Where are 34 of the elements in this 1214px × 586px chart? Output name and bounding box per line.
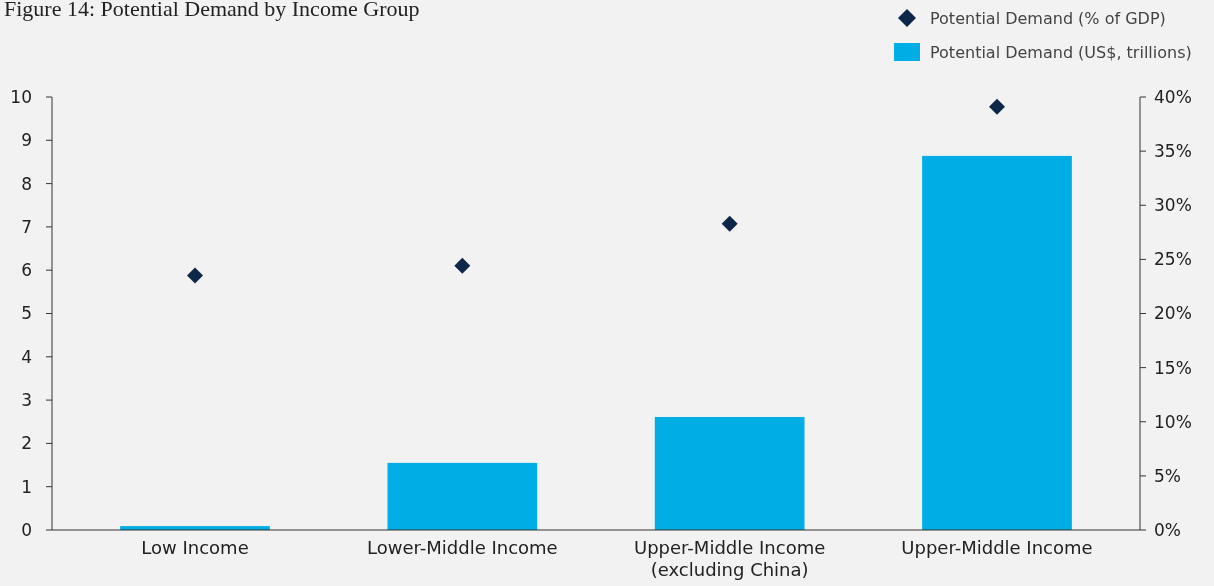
y-tick-label: 9 xyxy=(21,130,32,151)
chart-title: Figure 14: Potential Demand by Income Group xyxy=(4,0,420,21)
y-tick-label: 1 xyxy=(21,476,32,497)
y-tick-label: 6 xyxy=(21,260,32,281)
y-tick-label: 7 xyxy=(21,216,32,237)
legend-label: Potential Demand (US$, trillions) xyxy=(930,42,1192,62)
y2-tick-label: 10% xyxy=(1154,411,1192,432)
x-tick-label: Lower-Middle Income xyxy=(366,537,558,558)
point xyxy=(454,257,471,274)
point xyxy=(721,215,738,232)
y2-tick-label: 40% xyxy=(1154,86,1192,107)
y2-tick-label: 25% xyxy=(1154,249,1192,270)
point xyxy=(187,267,204,284)
y-tick-label: 0 xyxy=(21,519,32,540)
bar xyxy=(922,155,1072,530)
x-tick-label: Upper-Middle Income xyxy=(901,537,1093,558)
y2-tick-label: 20% xyxy=(1154,303,1192,324)
y2-tick-label: 35% xyxy=(1154,141,1192,162)
y-tick-label: 4 xyxy=(21,346,32,367)
y2-tick-label: 0% xyxy=(1154,519,1181,540)
y2-tick-label: 30% xyxy=(1154,195,1192,216)
legend-label: Potential Demand (% of GDP) xyxy=(930,8,1166,28)
point xyxy=(988,98,1005,115)
x-tick-label: Upper-Middle Income (excluding China) xyxy=(634,537,826,580)
y-tick-label: 10 xyxy=(10,86,32,107)
y-tick-label: 3 xyxy=(21,390,32,411)
y2-tick-label: 15% xyxy=(1154,357,1192,378)
bar xyxy=(387,462,538,530)
y-tick-label: 8 xyxy=(21,173,32,194)
x-tick-label: Low Income xyxy=(141,537,249,558)
y2-tick-label: 5% xyxy=(1154,465,1181,486)
y-tick-label: 5 xyxy=(21,303,32,324)
y-tick-label: 2 xyxy=(21,433,32,454)
bar xyxy=(654,416,805,530)
